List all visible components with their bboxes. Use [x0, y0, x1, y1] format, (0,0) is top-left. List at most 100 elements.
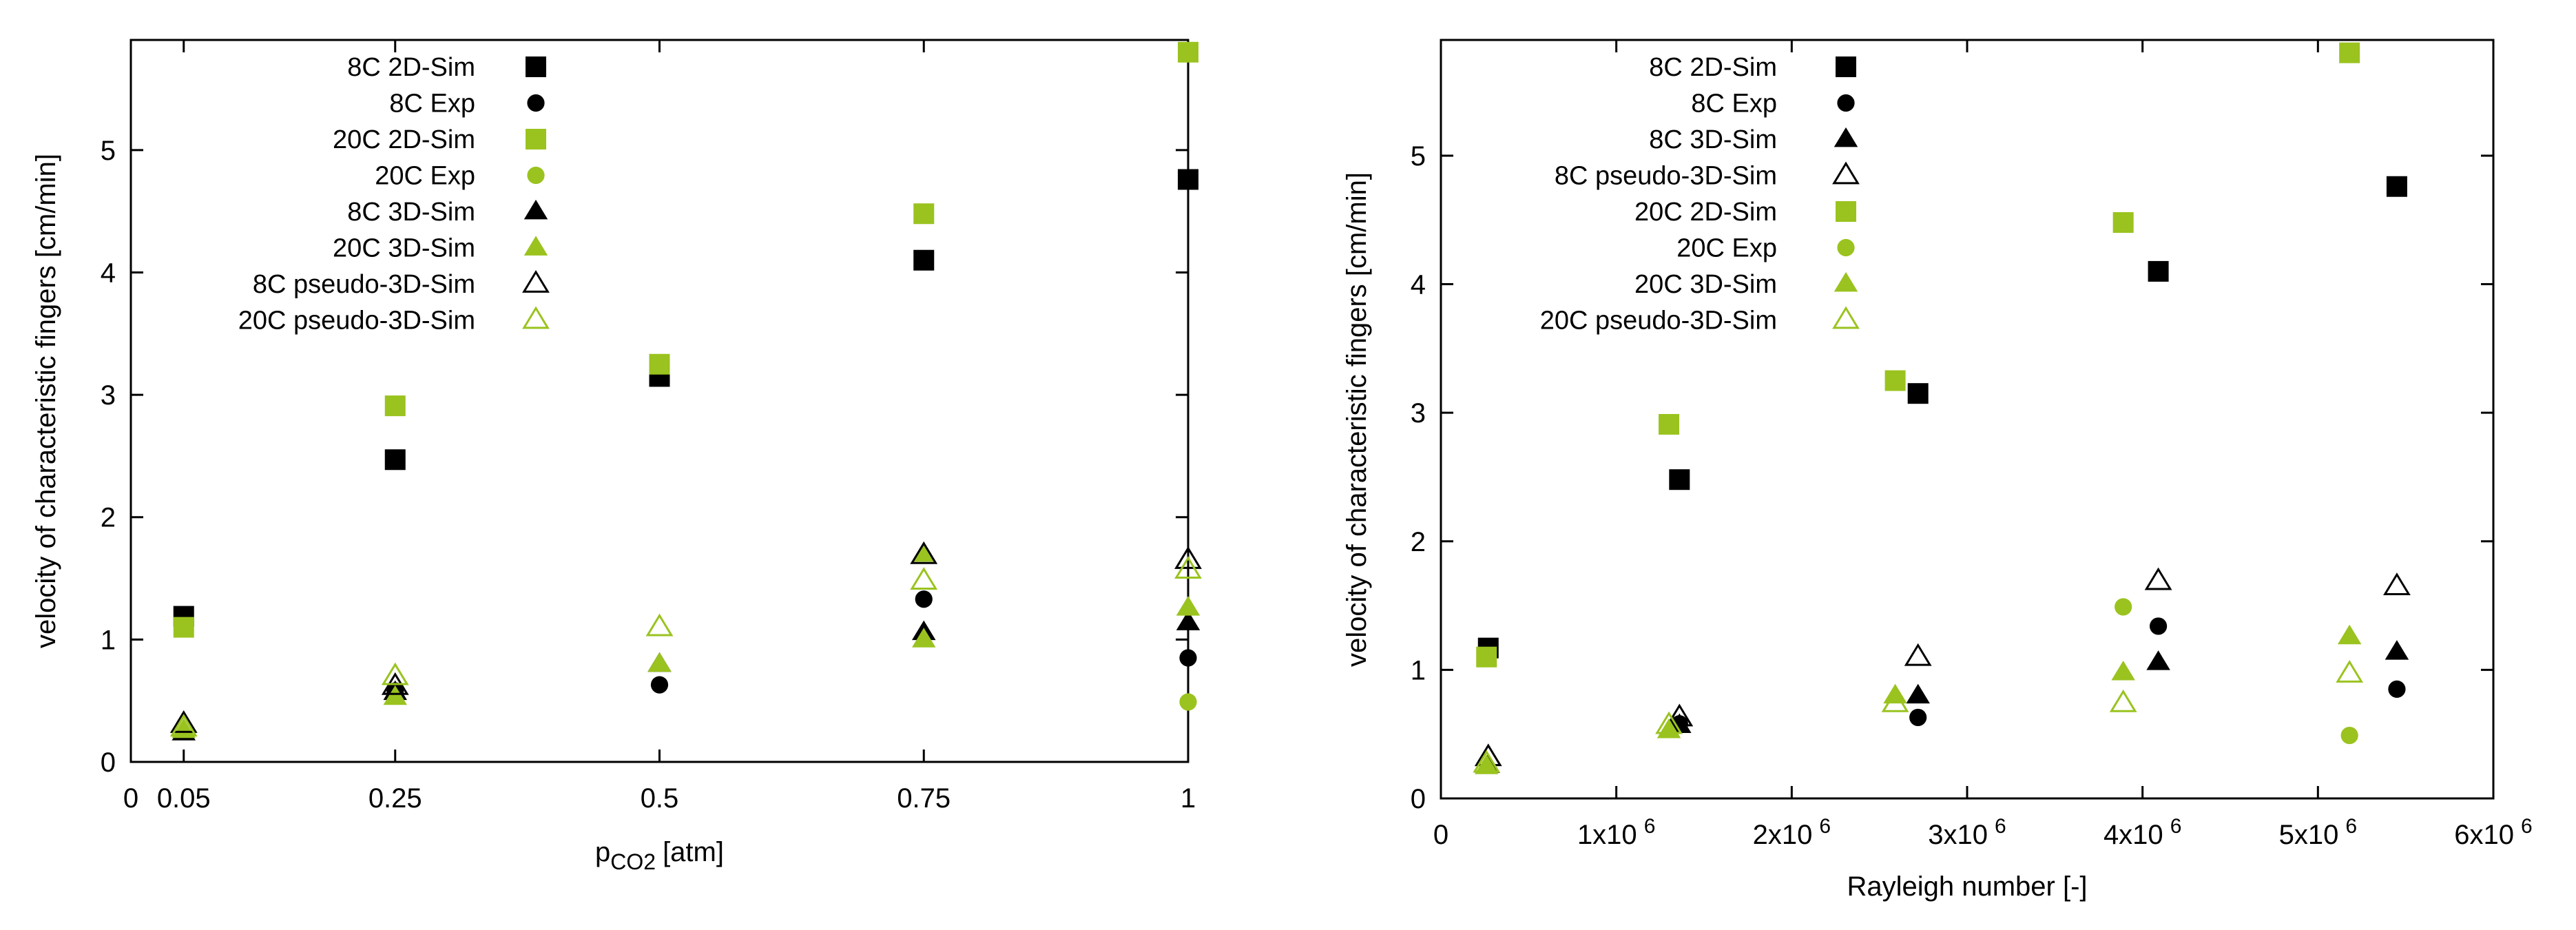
data-point	[1655, 711, 1683, 734]
x-tick-label: 2x10 6	[1753, 815, 1831, 850]
x-tick-base: 2x10	[1753, 820, 1813, 850]
y-axis-label: velocity of characteristic fingers [cm/m…	[31, 154, 61, 648]
legend-label: 20C pseudo-3D-Sim	[238, 307, 475, 335]
legend-label: 8C Exp	[1691, 90, 1777, 118]
legend-label: 8C pseudo-3D-Sim	[1555, 162, 1777, 191]
plot-frame	[1440, 39, 2495, 800]
legend-label: 8C 3D-Sim	[347, 198, 475, 227]
data-point	[1176, 610, 1201, 630]
legend-marker	[522, 306, 550, 329]
x-tick-base: 6x10	[2454, 820, 2514, 850]
series-8c-exp	[1670, 617, 2406, 733]
data-point	[169, 714, 198, 737]
legend-label: 20C pseudo-3D-Sim	[1540, 307, 1777, 335]
x-axis-label: Rayleigh number [-]	[1847, 871, 2087, 902]
x-axis-label-sub: CO2	[610, 849, 656, 874]
data-point	[1884, 370, 1906, 391]
data-point	[2149, 617, 2168, 635]
legend-marker	[523, 236, 548, 256]
data-point	[1179, 649, 1197, 667]
legend-marker	[527, 94, 545, 112]
legend-marker	[523, 199, 548, 220]
legend-label: 8C 3D-Sim	[1649, 125, 1777, 154]
legend-label: 20C 3D-Sim	[333, 234, 475, 263]
x-tick-label: 0	[123, 783, 138, 814]
y-tick-label: 5	[1411, 141, 1426, 172]
data-point	[1906, 683, 1930, 704]
data-point	[1178, 169, 1198, 190]
data-point	[1179, 693, 1197, 711]
data-point	[384, 395, 406, 417]
y-tick-label: 2	[101, 503, 116, 533]
series-20c-3d-sim	[172, 541, 1201, 738]
data-point	[2386, 176, 2407, 197]
chart-rayleigh: 0 1 2 3 4 5 0 1x10 6 2x10 6 3x10 6 4x10 6 5x10 6 6x10 6 vel…	[1342, 39, 2533, 902]
y-tick-label: 2	[1411, 527, 1426, 557]
legend-label: 20C 2D-Sim	[333, 125, 475, 154]
x-tick-base: 3x10	[1928, 820, 1988, 850]
series-20c-2d-sim	[173, 41, 1198, 638]
data-point	[912, 541, 936, 562]
data-point	[381, 662, 409, 685]
data-point	[1476, 646, 1497, 668]
data-point	[2144, 567, 2172, 590]
x-tick-label: 1x10 6	[1577, 815, 1655, 850]
x-tick-label: 0.75	[897, 783, 951, 814]
data-point	[1909, 708, 1927, 727]
data-point	[383, 685, 407, 705]
series-8c-2d-sim	[1477, 176, 2407, 659]
data-point	[1669, 469, 1690, 490]
x-axis-label-unit: [atm]	[663, 837, 724, 867]
x-tick-exponent: 6	[1995, 815, 2006, 838]
series-8c-3d-sim	[1476, 640, 2409, 773]
data-point	[1907, 383, 1929, 404]
legend-marker	[527, 166, 545, 185]
legend-marker	[1837, 94, 1855, 112]
data-point	[169, 710, 198, 733]
data-point	[1881, 689, 1909, 712]
data-point	[649, 353, 670, 375]
y-tick-label: 4	[1411, 270, 1426, 300]
series-8c-pseudo-3d-sim	[169, 541, 1202, 733]
series-20c-exp	[2115, 598, 2358, 745]
data-point	[2109, 689, 2137, 712]
data-point	[1473, 750, 1501, 773]
data-point	[1665, 703, 1694, 727]
x-tick-exponent: 6	[1819, 815, 1831, 838]
series-20c-2d-sim	[1476, 42, 2360, 668]
data-point	[1904, 643, 1932, 666]
data-point	[1174, 556, 1202, 579]
legend-marker	[1834, 127, 1858, 147]
data-point	[2115, 598, 2132, 616]
x-tick-base: 5x10	[2279, 820, 2339, 850]
legend-label: 8C 2D-Sim	[1649, 53, 1777, 82]
y-tick-label: 0	[101, 747, 116, 778]
legend-marker	[1832, 306, 1860, 329]
y-tick-label: 0	[1411, 784, 1426, 814]
x-tick-label: 0.5	[641, 783, 679, 814]
data-point	[172, 718, 196, 738]
data-point	[2385, 640, 2409, 660]
x-tick-label: 1	[1181, 783, 1196, 814]
x-tick-label: 0.25	[368, 783, 422, 814]
x-tick-label: 5x10 6	[2279, 815, 2357, 850]
data-point	[915, 590, 933, 608]
x-tick-exponent: 6	[2170, 815, 2182, 838]
legend-label: 8C pseudo-3D-Sim	[253, 270, 475, 299]
x-tick-exponent: 6	[2345, 815, 2357, 838]
legend-marker	[1836, 56, 1856, 77]
series-20c-3d-sim	[1474, 624, 2362, 774]
legend-label: 20C 3D-Sim	[1634, 270, 1777, 299]
legend-label: 20C Exp	[1676, 234, 1777, 263]
legend-label: 8C 2D-Sim	[347, 53, 475, 82]
data-point	[1174, 546, 1202, 569]
data-point	[1659, 413, 1680, 435]
data-point	[1883, 683, 1907, 704]
x-tick-exponent: 6	[1644, 815, 1656, 838]
data-point	[647, 652, 672, 672]
data-point	[645, 613, 674, 637]
series-20c-pseudo-3d-sim	[169, 556, 1202, 737]
data-point	[2336, 659, 2364, 683]
data-point	[2148, 260, 2169, 282]
